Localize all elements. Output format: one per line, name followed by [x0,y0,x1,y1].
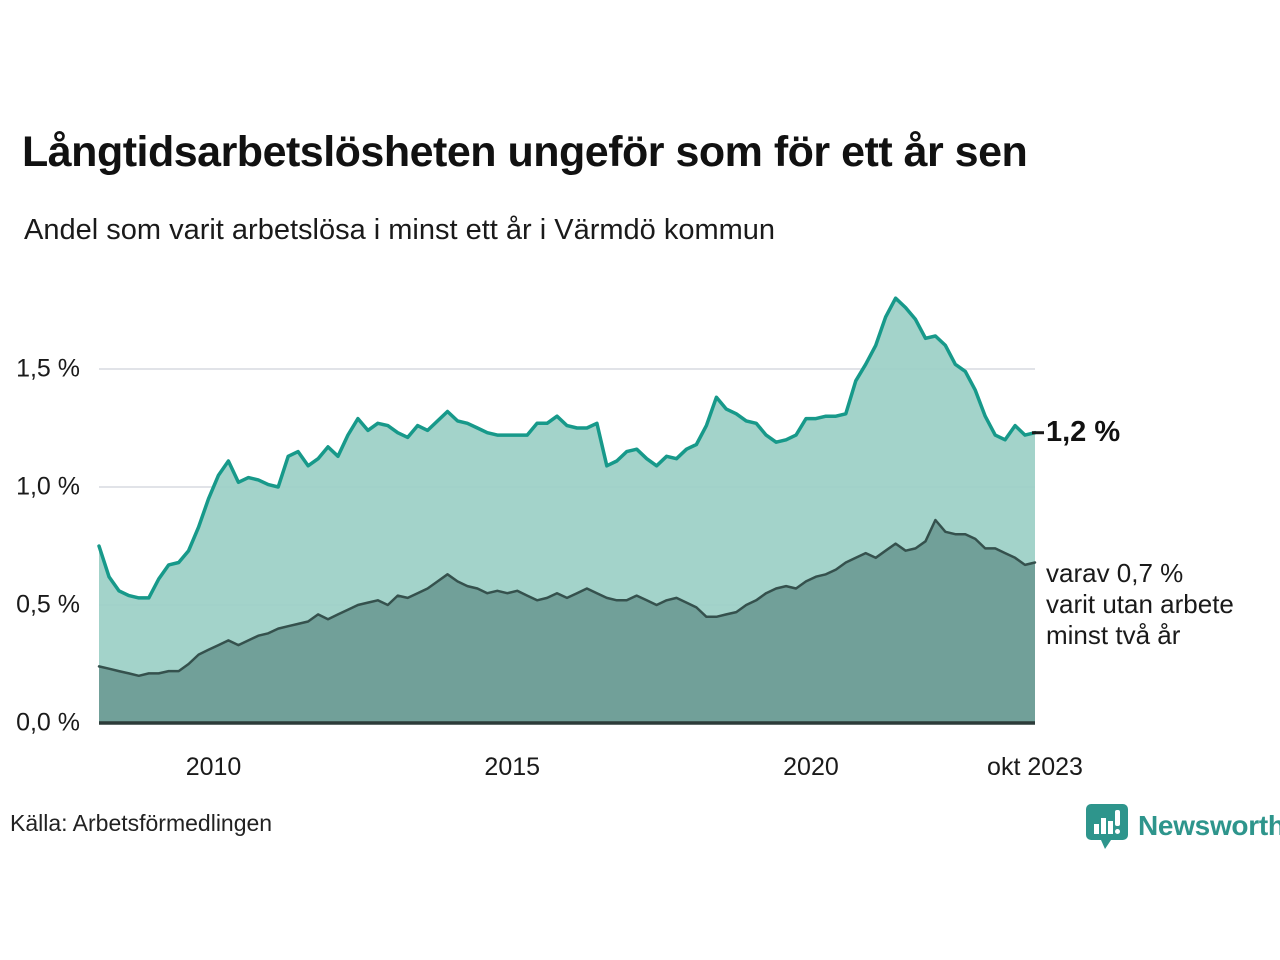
x-tick-label: 2020 [783,753,839,781]
latest-value-annotation: 1,2 % [1046,416,1121,448]
chart-subtitle: Andel som varit arbetslösa i minst ett å… [24,214,776,246]
annotation-line: varit utan arbete [1046,589,1234,619]
y-tick-label: 1,5 % [16,354,80,383]
x-tick-label: 2010 [185,753,242,781]
y-tick-label: 0,5 % [16,590,80,619]
newsworthy-wordmark: Newsworthy [1138,810,1280,841]
chart-title: Långtidsarbetslösheten ungeför som för e… [22,128,1028,176]
x-tick-label: okt 2023 [987,753,1083,781]
area-series-1 [99,520,1035,723]
y-tick-label: 1,0 % [16,472,80,501]
second-series-annotation: varav 0,7 % varit utan arbete minst två … [1046,558,1234,651]
source-attribution: Källa: Arbetsförmedlingen [10,810,273,836]
newsworthy-logo-icon [1086,804,1128,849]
y-tick-label: 0,0 % [16,708,80,737]
annotation-line: varav 0,7 % [1046,558,1184,588]
newsworthy-brand: Newsworthy [1086,800,1280,852]
x-tick-label: 2015 [484,753,541,781]
line-series-0 [97,296,1037,600]
annotation-line: minst två år [1046,620,1181,650]
line-series-1 [97,518,1037,678]
